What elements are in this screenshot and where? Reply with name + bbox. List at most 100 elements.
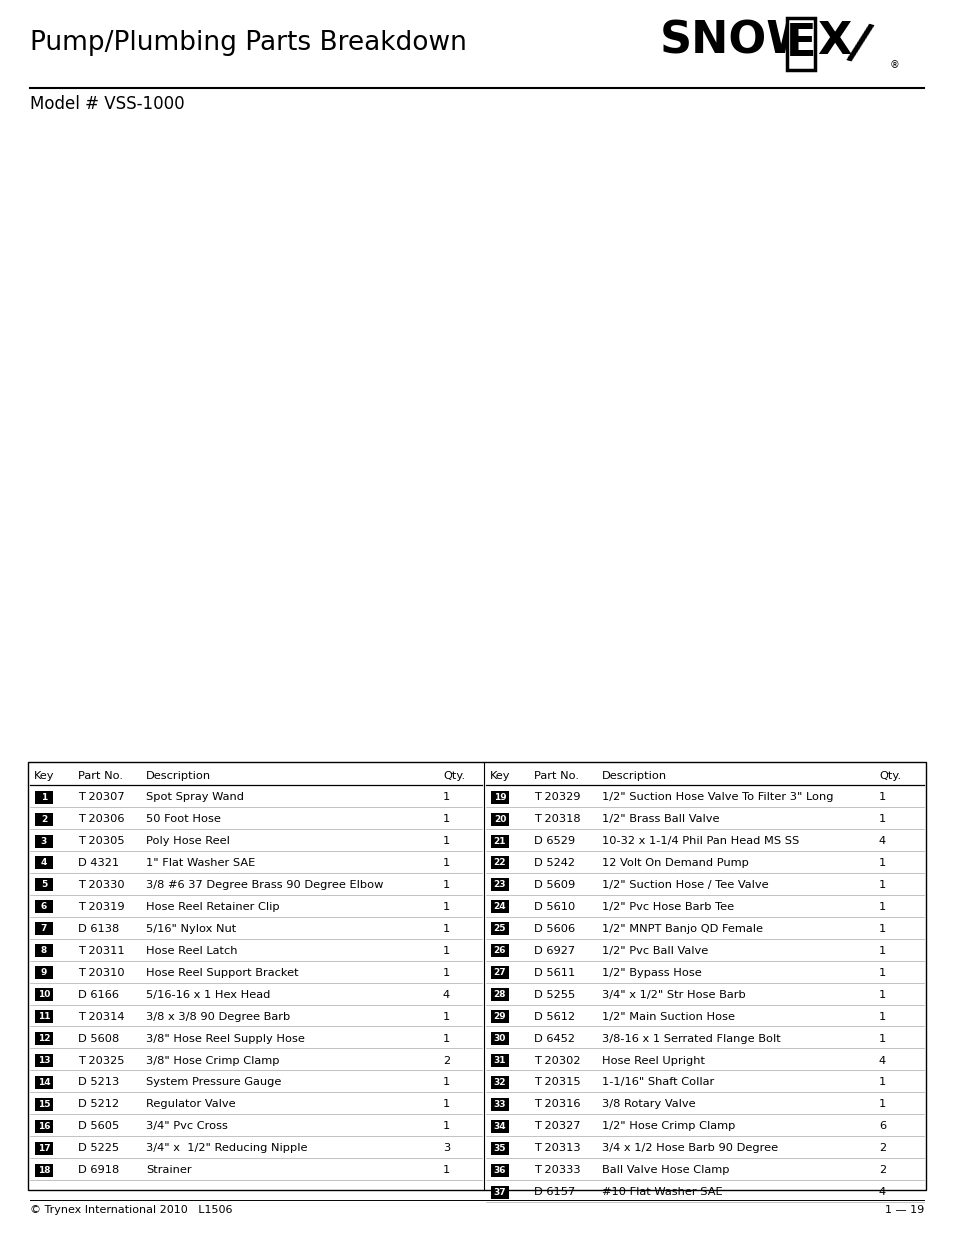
Bar (491, 988, 509, 1002)
Bar (35, 1010, 53, 1023)
Text: © Trynex International 2010   L1506: © Trynex International 2010 L1506 (30, 1205, 233, 1215)
Text: Part No.: Part No. (534, 772, 578, 782)
Text: T 20329: T 20329 (534, 792, 579, 802)
Text: 4: 4 (878, 1056, 885, 1066)
Text: D 5606: D 5606 (534, 924, 575, 934)
Text: 1: 1 (442, 1011, 450, 1021)
Text: 12: 12 (38, 1034, 51, 1044)
Text: 1: 1 (442, 924, 450, 934)
Text: 1/2" Suction Hose / Tee Valve: 1/2" Suction Hose / Tee Valve (601, 879, 768, 890)
Text: 1: 1 (878, 879, 885, 890)
Bar (491, 1186, 509, 1199)
Text: 3: 3 (41, 836, 47, 846)
Text: 35: 35 (494, 1144, 506, 1152)
Bar (491, 878, 509, 892)
Text: 3: 3 (442, 1144, 450, 1153)
Text: 29: 29 (493, 1013, 506, 1021)
Bar (491, 790, 509, 804)
Text: 2: 2 (41, 815, 47, 824)
Text: T 20315: T 20315 (534, 1077, 580, 1088)
Bar (35, 923, 53, 935)
Text: 3/8 x 3/8 90 Degree Barb: 3/8 x 3/8 90 Degree Barb (146, 1011, 290, 1021)
Text: 1: 1 (878, 946, 885, 956)
Text: 4: 4 (41, 858, 47, 867)
Text: D 5605: D 5605 (78, 1121, 119, 1131)
Bar (491, 1076, 509, 1089)
Text: 1: 1 (442, 792, 450, 802)
Bar (786, 19, 814, 70)
Text: D 6918: D 6918 (78, 1166, 119, 1176)
Text: System Pressure Gauge: System Pressure Gauge (146, 1077, 281, 1088)
Text: 1/2" Bypass Hose: 1/2" Bypass Hose (601, 968, 701, 978)
Text: E: E (785, 22, 816, 65)
Text: Spot Spray Wand: Spot Spray Wand (146, 792, 244, 802)
Bar (35, 1053, 53, 1067)
Text: 3/4" x 1/2" Str Hose Barb: 3/4" x 1/2" Str Hose Barb (601, 989, 745, 999)
Text: D 5225: D 5225 (78, 1144, 119, 1153)
Text: 30: 30 (494, 1034, 506, 1044)
Text: T 20330: T 20330 (78, 879, 125, 890)
Text: 3/4" Pvc Cross: 3/4" Pvc Cross (146, 1121, 228, 1131)
Bar (35, 790, 53, 804)
Text: Pump/Plumbing Parts Breakdown: Pump/Plumbing Parts Breakdown (30, 30, 466, 56)
Text: D 5609: D 5609 (534, 879, 575, 890)
Text: 31: 31 (494, 1056, 506, 1065)
Text: 32: 32 (494, 1078, 506, 1087)
Text: 11: 11 (38, 1013, 51, 1021)
Text: 1: 1 (442, 1099, 450, 1109)
Bar (35, 856, 53, 869)
Text: D 4321: D 4321 (78, 858, 119, 868)
Bar (35, 813, 53, 825)
Text: 4: 4 (878, 1187, 885, 1197)
Text: Poly Hose Reel: Poly Hose Reel (146, 836, 230, 846)
Text: 1: 1 (878, 1077, 885, 1088)
Text: 22: 22 (494, 858, 506, 867)
Text: 1: 1 (442, 836, 450, 846)
Text: 6: 6 (878, 1121, 885, 1131)
Text: 1: 1 (442, 1034, 450, 1044)
Bar (20, 107, 933, 758)
Text: Key: Key (34, 772, 54, 782)
Bar (35, 1098, 53, 1112)
Text: #10 Flat Washer SAE: #10 Flat Washer SAE (601, 1187, 721, 1197)
Text: T 20319: T 20319 (78, 902, 125, 911)
Text: 23: 23 (494, 881, 506, 889)
Text: 1: 1 (442, 858, 450, 868)
Bar (35, 1120, 53, 1132)
Text: 1-1/16" Shaft Collar: 1-1/16" Shaft Collar (601, 1077, 714, 1088)
Text: 1 — 19: 1 — 19 (883, 1205, 923, 1215)
Bar (35, 1076, 53, 1089)
Text: D 6529: D 6529 (534, 836, 575, 846)
Bar (35, 966, 53, 979)
Bar (491, 856, 509, 869)
Text: 1: 1 (442, 814, 450, 824)
Text: 1: 1 (442, 1166, 450, 1176)
Text: T 20302: T 20302 (534, 1056, 579, 1066)
Text: T 20310: T 20310 (78, 968, 125, 978)
Text: 3/4 x 1/2 Hose Barb 90 Degree: 3/4 x 1/2 Hose Barb 90 Degree (601, 1144, 778, 1153)
Text: 1: 1 (878, 858, 885, 868)
Text: 10: 10 (38, 990, 51, 999)
Bar (491, 1120, 509, 1132)
Bar (491, 923, 509, 935)
Bar (35, 900, 53, 914)
Bar (35, 988, 53, 1002)
Text: T 20316: T 20316 (534, 1099, 579, 1109)
Text: 1/2" Pvc Ball Valve: 1/2" Pvc Ball Valve (601, 946, 707, 956)
Text: D 5212: D 5212 (78, 1099, 119, 1109)
Text: D 5612: D 5612 (534, 1011, 575, 1021)
Text: T 20306: T 20306 (78, 814, 125, 824)
Text: T 20305: T 20305 (78, 836, 125, 846)
Text: 1: 1 (878, 792, 885, 802)
Text: 36: 36 (494, 1166, 506, 1174)
Text: 1/2" MNPT Banjo QD Female: 1/2" MNPT Banjo QD Female (601, 924, 762, 934)
Bar (35, 1163, 53, 1177)
Bar (35, 878, 53, 892)
Text: 1/2" Hose Crimp Clamp: 1/2" Hose Crimp Clamp (601, 1121, 735, 1131)
Text: ®: ® (889, 61, 899, 70)
Text: D 5242: D 5242 (534, 858, 575, 868)
Text: 1: 1 (878, 989, 885, 999)
Text: Strainer: Strainer (146, 1166, 192, 1176)
Text: 1: 1 (878, 1011, 885, 1021)
Bar (35, 835, 53, 847)
